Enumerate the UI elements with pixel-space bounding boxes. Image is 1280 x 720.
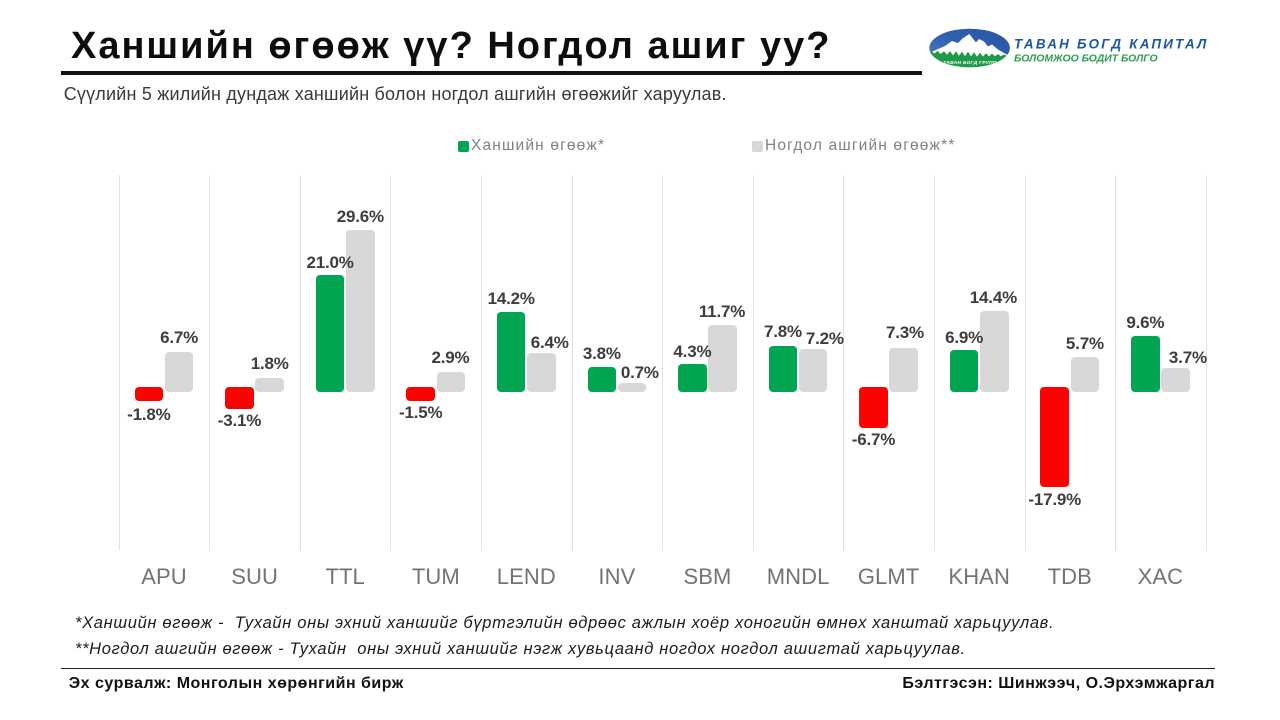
svg-text:ТАВАН БОГД ГРУПП: ТАВАН БОГД ГРУПП [943,60,997,66]
svg-text:БОЛОМЖОО БОДИТ БОЛГО: БОЛОМЖОО БОДИТ БОЛГО [1014,53,1158,64]
svg-text:ТАВАН БОГД КАПИТАЛ: ТАВАН БОГД КАПИТАЛ [1014,36,1209,51]
